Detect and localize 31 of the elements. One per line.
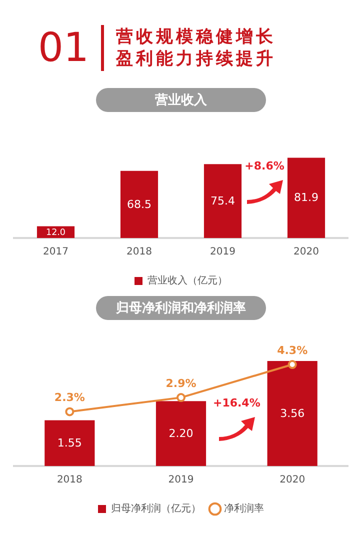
data-label: 75.4 [210, 194, 235, 208]
x-tick-label: 2018 [126, 246, 152, 258]
legend-label: 营业收入（亿元） [148, 274, 228, 287]
data-label: 12.0 [46, 228, 66, 238]
text: 01 [38, 25, 89, 71]
data-label: 4.3% [277, 344, 308, 357]
x-tick-label: 2019 [168, 474, 194, 486]
data-label: 2.3% [54, 391, 85, 404]
data-label: 2.9% [166, 376, 196, 390]
legend-label: 归母净利润（亿元） [111, 502, 201, 515]
x-tick-label: 2017 [43, 246, 68, 258]
text: 营收规模稳健增长 [116, 26, 276, 48]
data-label: 3.56 [280, 406, 305, 420]
data-label: 68.5 [127, 198, 152, 211]
x-tick-label: 2018 [56, 474, 82, 486]
annotation: +16.4% [212, 396, 260, 410]
bar [204, 164, 242, 238]
bar [287, 158, 326, 238]
x-tick-label: 2020 [280, 474, 306, 486]
data-label: 1.55 [57, 436, 82, 450]
bar [120, 170, 158, 238]
data-label: 2.20 [168, 426, 194, 440]
bar [36, 226, 75, 238]
text: 盈利能力持续提升 [116, 48, 276, 70]
x-tick-label: 2020 [294, 246, 319, 258]
data-label: 81.9 [294, 191, 318, 204]
chart-title: 营业收入 [96, 88, 266, 112]
legend-label: 净利润率 [224, 502, 264, 515]
annotation: +8.6% [244, 159, 284, 172]
x-tick-label: 2019 [210, 246, 236, 258]
chart-title: 归母净利润和净利润率 [96, 296, 266, 320]
